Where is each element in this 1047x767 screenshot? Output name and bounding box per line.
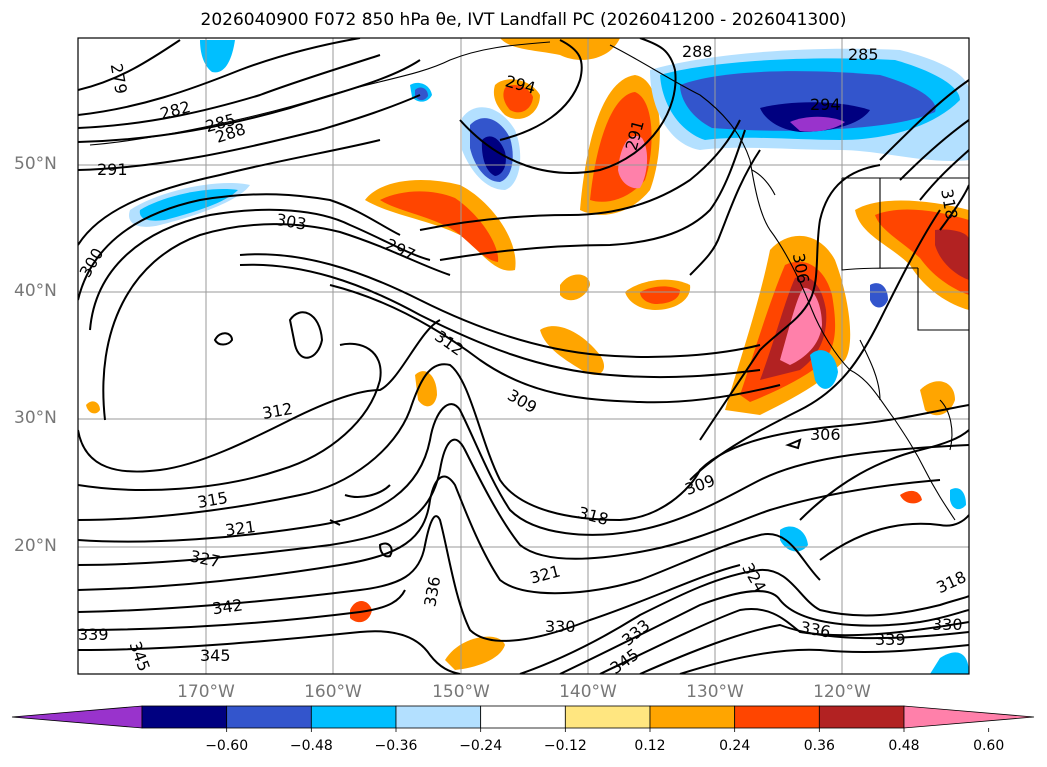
latitude-label: 40°N xyxy=(14,281,57,301)
colorbar-tick-label: −0.24 xyxy=(459,738,503,754)
shade-neg-small-1 xyxy=(200,40,235,73)
colorbar-segment xyxy=(564,705,651,729)
contour-label: 291 xyxy=(97,160,128,179)
contour-label: 321 xyxy=(224,517,257,540)
colorbar xyxy=(11,705,1035,732)
contour-label: 330 xyxy=(545,617,576,636)
longitude-label: 120°W xyxy=(813,682,871,702)
ivt-pc-shading xyxy=(86,38,969,674)
shade-neg-small-6 xyxy=(870,283,888,308)
shade-neg-small-5 xyxy=(780,526,808,552)
colorbar-segment xyxy=(734,705,820,729)
colorbar-segment xyxy=(395,705,482,729)
shade-plume-pink xyxy=(780,287,822,365)
contour-label: 345 xyxy=(200,646,231,665)
colorbar-segment xyxy=(141,705,228,729)
shade-neg-small-4 xyxy=(810,350,838,389)
colorbar-tick-label: 0.36 xyxy=(803,738,835,754)
latitude-label: 20°N xyxy=(14,536,57,556)
colorbar-tick-label: −0.48 xyxy=(289,738,333,754)
theta-e-contours xyxy=(78,38,969,674)
longitude-label: 140°W xyxy=(559,682,617,702)
contour-label: 339 xyxy=(78,625,109,644)
shade-neg-small-8 xyxy=(950,488,966,510)
shade-small-7 xyxy=(920,381,955,416)
colorbar-segment xyxy=(480,705,566,729)
contour-label: 342 xyxy=(211,595,244,618)
colorbar-extend-high xyxy=(903,705,1035,729)
colorbar-tick-label: 0.24 xyxy=(719,738,751,754)
plot-frame xyxy=(77,37,970,675)
longitude-label: 130°W xyxy=(686,682,744,702)
colorbar-tick-label: −0.36 xyxy=(374,738,418,754)
colorbar-tick-label: 0.12 xyxy=(634,738,666,754)
colorbar-extend-low xyxy=(11,705,143,729)
colorbar-segment xyxy=(226,705,312,729)
shade-neg-purple xyxy=(790,116,845,132)
shade-neg-small-7 xyxy=(930,652,969,674)
shade-interior-darkred xyxy=(935,229,969,280)
contour-label: 339 xyxy=(875,630,906,649)
shade-neg-blue xyxy=(680,71,936,131)
latitude-label: 30°N xyxy=(14,408,57,428)
latitude-label: 50°N xyxy=(14,154,57,174)
shade-small-3 xyxy=(415,371,437,407)
contour-label: 288 xyxy=(682,42,713,61)
graticule xyxy=(78,38,969,674)
colorbar-segment xyxy=(310,705,397,729)
longitude-label: 160°W xyxy=(304,682,362,702)
map-title: 2026040900 F072 850 hPa θe, IVT Landfall… xyxy=(200,10,847,30)
shade-small-9 xyxy=(86,401,100,414)
shade-blob-red-2 xyxy=(380,191,499,262)
shade-small-2r xyxy=(640,286,680,304)
colorbar-segment xyxy=(818,705,905,729)
shade-neg-small-9 xyxy=(415,87,428,101)
contour-label: 285 xyxy=(848,45,879,64)
colorbar-tick-label: 0.60 xyxy=(973,738,1005,754)
contour-label: 306 xyxy=(810,425,841,444)
shade-small-4 xyxy=(560,274,590,301)
longitude-label: 150°W xyxy=(432,682,490,702)
shade-small-5 xyxy=(445,636,505,670)
contour-label: 294 xyxy=(810,95,841,114)
shade-blob-red-4 xyxy=(503,85,533,113)
contour-label: 330 xyxy=(932,615,963,634)
colorbar-segment xyxy=(649,705,736,729)
colorbar-tick-label: 0.48 xyxy=(888,738,920,754)
colorbar-tick-label: −0.12 xyxy=(543,738,587,754)
colorbar-tick-label: −0.60 xyxy=(205,738,249,754)
longitude-label: 170°W xyxy=(177,682,235,702)
shade-small-8 xyxy=(900,490,922,504)
